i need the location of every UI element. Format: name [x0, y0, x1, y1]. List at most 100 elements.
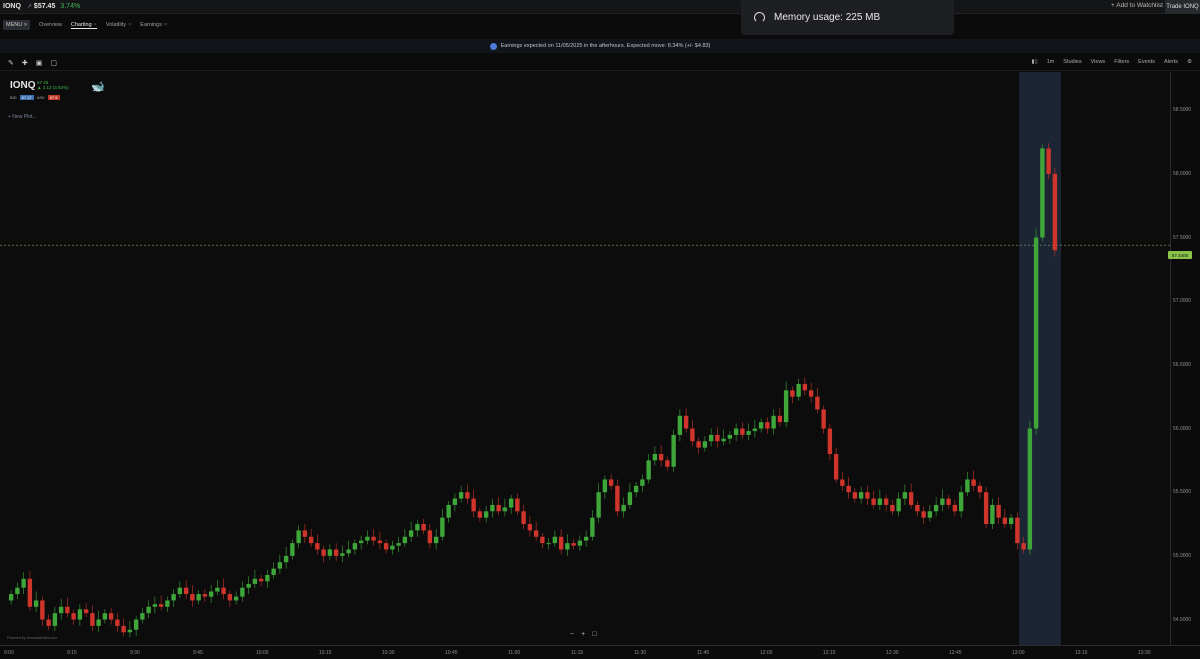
earnings-text: Earnings expected on 11/05/2025 in the a… — [500, 43, 711, 49]
candle-body — [358, 540, 364, 544]
candle-body — [1027, 428, 1033, 550]
candle-body — [96, 619, 101, 626]
menu-button[interactable]: MENU > — [3, 20, 30, 30]
fit-icon[interactable]: □ — [592, 631, 597, 638]
close-icon[interactable]: × — [164, 22, 168, 28]
candle-body — [783, 390, 789, 423]
candle-body — [215, 587, 220, 592]
candle-body — [508, 498, 514, 508]
add-watchlist-label: Add to Watchlist — [1116, 2, 1163, 9]
candle-body — [721, 438, 726, 442]
gear-icon[interactable]: ⚙ — [1187, 59, 1192, 65]
candle-body — [65, 606, 70, 614]
candle-body — [283, 555, 289, 563]
tab-earnings[interactable]: Earnings × — [140, 22, 167, 28]
candle-body — [483, 511, 489, 518]
candle-body — [265, 574, 270, 582]
ticker-symbol[interactable]: IONQ — [3, 3, 21, 10]
info-icon — [489, 42, 497, 50]
zoom-out-icon[interactable]: − — [570, 631, 575, 638]
tab-volatility[interactable]: Volatility × — [106, 22, 131, 28]
price-axis[interactable] — [1170, 72, 1200, 645]
chart-area[interactable] — [0, 72, 1170, 645]
events-button[interactable]: Events — [1138, 59, 1155, 65]
candle-body — [696, 441, 701, 448]
candle-body — [121, 625, 126, 633]
x-tick-label: 9:45 — [193, 650, 203, 656]
alerts-button[interactable]: Alerts — [1164, 59, 1179, 65]
ask-label: ASK — [36, 95, 45, 100]
candle-body — [652, 454, 658, 461]
x-tick-label: 10:00 — [256, 650, 269, 656]
candle-body — [577, 540, 583, 546]
memory-text: Memory usage: 225 MB — [774, 12, 881, 23]
memory-overlay: Memory usage: 225 MB — [741, 0, 954, 35]
candle-body — [327, 549, 333, 556]
candle-body — [383, 543, 389, 550]
candle-body — [152, 604, 158, 607]
candle-body — [871, 498, 876, 505]
tab-charting[interactable]: Charting × — [70, 21, 97, 29]
x-tick-label: 13:15 — [1075, 650, 1088, 656]
filters-button[interactable]: Filters — [1114, 59, 1130, 65]
ticker-change: 3.74% — [60, 3, 81, 10]
add-watchlist-button[interactable]: + Add to Watchlist — [1111, 2, 1163, 9]
x-tick-label: 10:30 — [382, 650, 395, 656]
candle-body — [852, 492, 858, 499]
candle-body — [740, 428, 745, 435]
time-axis[interactable] — [0, 645, 1200, 659]
candle-body — [802, 383, 808, 391]
candle-body — [665, 460, 670, 467]
close-icon[interactable]: × — [93, 21, 97, 28]
pencil-icon[interactable]: ✎ — [8, 60, 14, 67]
candle-body — [746, 431, 751, 435]
candle-body — [683, 415, 689, 429]
candle-body — [1008, 517, 1014, 525]
new-plot-button[interactable]: + New Plot... — [8, 114, 37, 120]
price-chart[interactable] — [0, 72, 1170, 645]
candle-body — [333, 549, 339, 556]
candle-body — [496, 504, 501, 512]
candle-body — [190, 594, 195, 601]
candle-body — [315, 543, 320, 550]
x-tick-label: 13:00 — [1012, 650, 1025, 656]
candle-body — [171, 594, 176, 601]
candle-body — [846, 485, 851, 493]
studies-button[interactable]: Studies — [1063, 59, 1082, 65]
x-tick-label: 11:00 — [508, 650, 521, 656]
x-tick-label: 10:15 — [319, 650, 332, 656]
candle-body — [108, 613, 114, 620]
views-button[interactable]: Views — [1090, 59, 1106, 65]
candle-body — [858, 492, 864, 499]
tab-overview[interactable]: Overview — [38, 22, 62, 28]
candle-type-icon[interactable]: ▮▯ — [1031, 59, 1038, 65]
comment-icon[interactable]: ▣ — [35, 60, 43, 67]
trade-button[interactable]: Trade IONQ — [1165, 0, 1200, 14]
candle-body — [221, 587, 226, 595]
candle-body — [183, 587, 189, 595]
candle-body — [352, 543, 358, 550]
candle-body — [758, 422, 764, 429]
candle-body — [933, 504, 939, 512]
candle-body — [515, 498, 520, 512]
candle-body — [27, 578, 33, 607]
candle-body — [77, 609, 83, 620]
candle-body — [46, 619, 51, 626]
candle-body — [583, 536, 589, 541]
close-icon[interactable]: × — [128, 22, 132, 28]
candle-body — [227, 594, 233, 601]
x-tick-label: 12:15 — [823, 650, 836, 656]
candle-body — [840, 479, 845, 486]
session-highlight — [1019, 72, 1061, 645]
interval-select[interactable]: 1m — [1046, 59, 1055, 65]
crosshair-icon[interactable]: ✚ — [21, 60, 28, 67]
powered-by: Powered by unusualwhales.com — [7, 636, 58, 640]
candle-body — [952, 504, 958, 512]
candle-body — [465, 492, 470, 499]
candle-body — [33, 600, 39, 607]
candle-body — [596, 492, 601, 518]
candle-body — [1040, 148, 1045, 238]
candle-body — [165, 600, 170, 607]
zoom-in-icon[interactable]: + — [581, 631, 586, 638]
screen-icon[interactable]: ▢ — [50, 60, 57, 67]
